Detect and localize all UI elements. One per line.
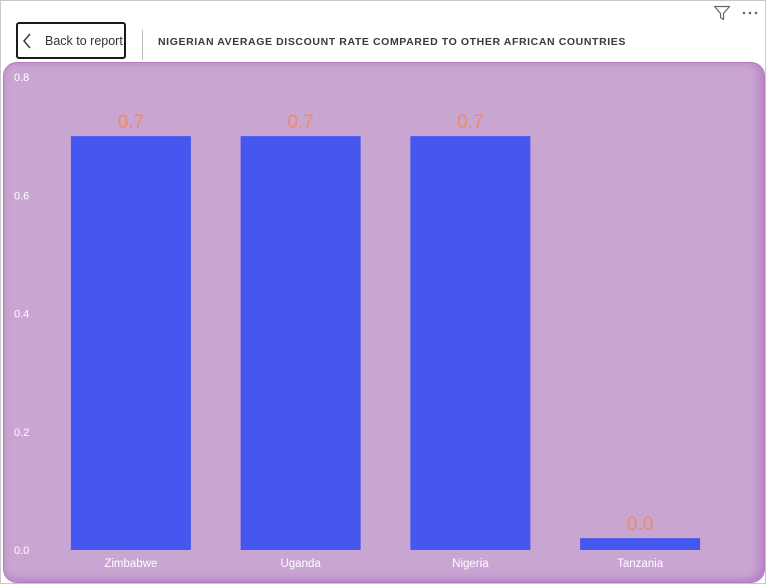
data-label: 0.7 bbox=[118, 112, 144, 133]
y-tick-label: 0.6 bbox=[14, 190, 29, 202]
back-to-report-button[interactable]: Back to report bbox=[16, 22, 126, 59]
y-tick-label: 0.0 bbox=[14, 545, 29, 557]
y-tick-label: 0.2 bbox=[14, 427, 29, 439]
bar-uganda[interactable] bbox=[240, 136, 361, 550]
chart-title: NIGERIAN AVERAGE DISCOUNT RATE COMPARED … bbox=[158, 36, 626, 48]
data-label: 0.0 bbox=[627, 514, 653, 535]
data-label: 0.7 bbox=[287, 112, 313, 133]
chevron-left-icon bbox=[22, 33, 36, 49]
y-tick-label: 0.8 bbox=[14, 72, 29, 84]
x-category-label: Nigeria bbox=[452, 558, 489, 570]
x-category-label: Tanzania bbox=[617, 558, 664, 570]
data-label: 0.7 bbox=[457, 112, 483, 133]
y-tick-label: 0.4 bbox=[14, 309, 29, 321]
bar-nigeria[interactable] bbox=[410, 136, 531, 550]
bar-tanzania[interactable] bbox=[580, 538, 701, 550]
x-category-label: Uganda bbox=[280, 558, 321, 570]
bar-zimbabwe[interactable] bbox=[70, 136, 191, 550]
x-category-label: Zimbabwe bbox=[104, 558, 157, 570]
filter-icon[interactable] bbox=[713, 5, 731, 21]
back-button-label: Back to report bbox=[45, 33, 123, 48]
header-divider bbox=[142, 30, 143, 60]
visual-header-tools bbox=[713, 5, 759, 21]
more-options-icon[interactable] bbox=[741, 10, 759, 16]
